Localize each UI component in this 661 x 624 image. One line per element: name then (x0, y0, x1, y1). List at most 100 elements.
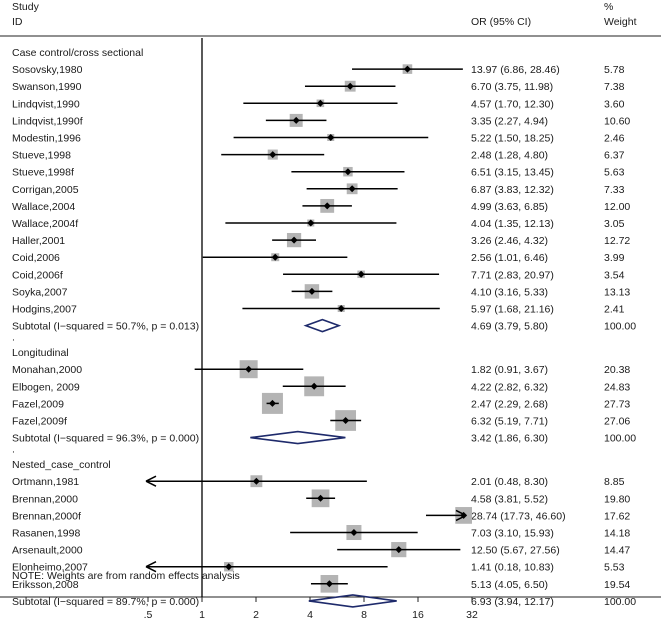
study-label: Fazel,2009 (12, 398, 64, 410)
study-weight: 24.83 (604, 381, 630, 393)
study-weight: 5.63 (604, 167, 625, 179)
subtotal-diamond (306, 320, 339, 332)
group-title: Longitudinal (12, 347, 69, 359)
study-or-ci: 12.50 (5.67, 27.56) (471, 545, 560, 557)
study-weight: 2.46 (604, 133, 625, 145)
study-weight: 7.33 (604, 184, 625, 196)
study-weight: 6.37 (604, 150, 625, 162)
study-weight: 14.47 (604, 545, 630, 557)
forest-plot-figure: Study ID OR (95% CI)% Weight .5 1 2 4 8 16 32 Case … (0, 0, 661, 624)
header-or-ci: OR (95% CI) (471, 16, 531, 28)
study-label: Soyka,2007 (12, 286, 68, 298)
x-tick-label: 4 (307, 609, 313, 621)
header-id: ID (12, 16, 23, 28)
study-or-ci: 7.03 (3.10, 15.93) (471, 528, 554, 540)
study-weight: 19.80 (604, 493, 630, 505)
subtotal-weight: 100.00 (604, 596, 636, 608)
study-weight: 14.18 (604, 528, 630, 540)
study-or-ci: 1.41 (0.18, 10.83) (471, 562, 554, 574)
study-weight: 3.05 (604, 218, 625, 230)
study-or-ci: 5.22 (1.50, 18.25) (471, 133, 554, 145)
study-weight: 19.54 (604, 579, 630, 591)
group-title: Nested_case_control (12, 459, 111, 471)
study-or-ci: 2.47 (2.29, 2.68) (471, 398, 548, 410)
study-weight: 3.60 (604, 98, 625, 110)
study-or-ci: 4.99 (3.63, 6.85) (471, 201, 548, 213)
study-weight: 13.13 (604, 286, 630, 298)
study-or-ci: 4.04 (1.35, 12.13) (471, 218, 554, 230)
study-or-ci: 28.74 (17.73, 46.60) (471, 510, 566, 522)
study-or-ci: 6.70 (3.75, 11.98) (471, 81, 553, 93)
study-or-ci: 6.51 (3.15, 13.45) (471, 167, 554, 179)
study-weight: 10.60 (604, 115, 630, 127)
group-separator: . (12, 444, 15, 456)
study-label: Ortmann,1981 (12, 476, 79, 488)
subtotal-or-ci: 6.93 (3.94, 12.17) (471, 596, 554, 608)
study-label: Fazel,2009f (12, 416, 67, 428)
subtotal-label: Subtotal (I−squared = 96.3%, p = 0.000) (12, 433, 199, 445)
study-weight: 3.54 (604, 269, 625, 281)
study-label: Hodgins,2007 (12, 304, 77, 316)
x-tick-label: .5 (144, 609, 153, 621)
study-weight: 27.73 (604, 398, 630, 410)
study-or-ci: 4.58 (3.81, 5.52) (471, 493, 548, 505)
study-weight: 5.53 (604, 562, 625, 574)
study-or-ci: 4.57 (1.70, 12.30) (471, 98, 554, 110)
study-label: Modestin,1996 (12, 133, 81, 145)
subtotal-weight: 100.00 (604, 321, 636, 333)
x-tick-label: 1 (199, 609, 205, 621)
subtotal-or-ci: 3.42 (1.86, 6.30) (471, 433, 548, 445)
study-or-ci: 4.10 (3.16, 5.33) (471, 286, 548, 298)
x-tick-label: 2 (253, 609, 259, 621)
study-label: Monahan,2000 (12, 364, 82, 376)
header-study: Study (12, 1, 40, 13)
subtotal-label: Subtotal (I−squared = 50.7%, p = 0.013) (12, 321, 199, 333)
study-weight: 2.41 (604, 304, 625, 316)
study-or-ci: 5.97 (1.68, 21.16) (471, 304, 554, 316)
study-label: Lindqvist,1990 (12, 98, 80, 110)
x-tick-label: 16 (412, 609, 424, 621)
study-weight: 7.38 (604, 81, 625, 93)
study-weight: 12.00 (604, 201, 630, 213)
study-or-ci: 3.26 (2.46, 4.32) (471, 235, 548, 247)
study-label: Arsenault,2000 (12, 545, 83, 557)
study-label: Sosovsky,1980 (12, 64, 83, 76)
study-weight: 3.99 (604, 252, 625, 264)
study-weight: 12.72 (604, 235, 630, 247)
header-percent: % (604, 1, 613, 13)
study-label: Coid,2006f (12, 269, 63, 281)
study-or-ci: 4.22 (2.82, 6.32) (471, 381, 548, 393)
study-or-ci: 2.48 (1.28, 4.80) (471, 150, 548, 162)
study-label: Haller,2001 (12, 235, 65, 247)
subtotal-or-ci: 4.69 (3.79, 5.80) (471, 321, 548, 333)
study-weight: 20.38 (604, 364, 630, 376)
x-tick-label: 32 (466, 609, 478, 621)
study-label: Coid,2006 (12, 252, 60, 264)
study-label: Stueve,1998 (12, 150, 71, 162)
study-or-ci: 6.87 (3.83, 12.32) (471, 184, 554, 196)
study-label: Swanson,1990 (12, 81, 82, 93)
study-or-ci: 2.56 (1.01, 6.46) (471, 252, 548, 264)
subtotal-diamond (250, 432, 345, 444)
study-weight: 5.78 (604, 64, 625, 76)
study-or-ci: 6.32 (5.19, 7.71) (471, 416, 548, 428)
study-or-ci: 1.82 (0.91, 3.67) (471, 364, 548, 376)
study-or-ci: 3.35 (2.27, 4.94) (471, 115, 548, 127)
study-weight: 8.85 (604, 476, 625, 488)
study-weight: 27.06 (604, 416, 630, 428)
study-or-ci: 2.01 (0.48, 8.30) (471, 476, 548, 488)
group-separator: . (12, 332, 15, 344)
group-title: Case control/cross sectional (12, 47, 143, 59)
study-label: Brennan,2000 (12, 493, 78, 505)
x-tick-label: 8 (361, 609, 367, 621)
study-label: Rasanen,1998 (12, 528, 80, 540)
study-or-ci: 7.71 (2.83, 20.97) (471, 269, 554, 281)
subtotal-label: Subtotal (I−squared = 89.7%, p = 0.000) (12, 596, 199, 608)
study-label: Wallace,2004f (12, 218, 78, 230)
study-label: Stueve,1998f (12, 167, 74, 179)
study-label: Brennan,2000f (12, 510, 81, 522)
subtotal-weight: 100.00 (604, 433, 636, 445)
study-label: Wallace,2004 (12, 201, 75, 213)
header-weight: Weight (604, 16, 637, 28)
study-or-ci: 5.13 (4.05, 6.50) (471, 579, 548, 591)
